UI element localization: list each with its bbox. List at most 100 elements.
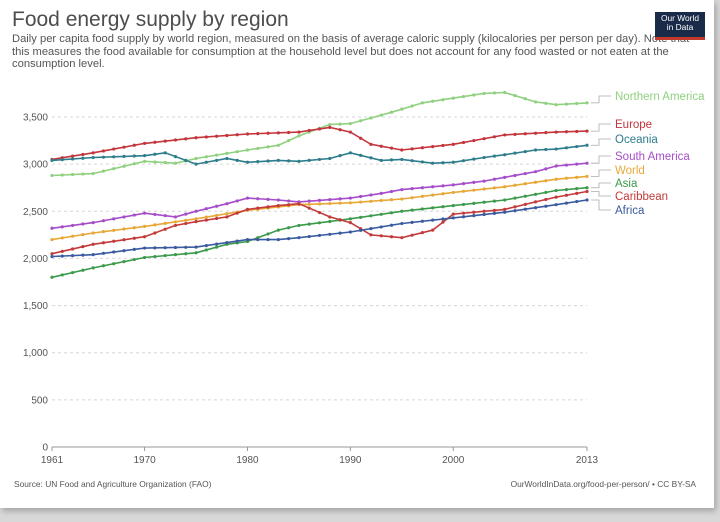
data-point-world — [338, 201, 342, 205]
data-point-asia — [410, 208, 414, 212]
data-point-northern-america — [472, 93, 476, 97]
data-point-africa — [348, 230, 352, 234]
data-point-europe — [81, 152, 85, 157]
y-tick-label: 3,000 — [23, 160, 48, 171]
data-point-africa — [173, 245, 178, 250]
data-point-caribbean — [204, 218, 208, 222]
data-point-south-america — [245, 196, 250, 200]
data-point-oceania — [338, 154, 342, 158]
data-point-africa — [112, 250, 116, 254]
data-point-oceania — [575, 144, 579, 149]
data-point-asia — [81, 268, 85, 272]
series-label-africa: Africa — [615, 205, 645, 217]
data-point-africa — [420, 219, 424, 223]
logo-line-1: Our World — [660, 13, 699, 23]
data-point-northern-america — [245, 148, 250, 152]
chart-subtitle: Daily per capita food supply by world re… — [12, 33, 690, 71]
data-point-caribbean — [461, 211, 466, 215]
data-point-europe — [132, 143, 136, 147]
data-point-europe — [297, 130, 301, 134]
data-point-europe — [266, 131, 270, 135]
data-point-south-america — [379, 191, 383, 195]
data-point-asia — [204, 248, 208, 252]
data-point-world — [369, 199, 373, 203]
data-point-africa — [359, 228, 363, 232]
data-point-northern-america — [256, 146, 260, 151]
data-point-asia — [307, 222, 311, 226]
data-point-northern-america — [70, 172, 75, 177]
x-tick-label: 2013 — [576, 455, 599, 466]
data-point-caribbean — [585, 189, 589, 194]
data-point-world — [523, 182, 527, 186]
data-point-south-america — [317, 198, 322, 202]
data-point-africa — [585, 198, 589, 202]
data-point-northern-america — [492, 91, 497, 95]
data-point-northern-america — [287, 138, 291, 143]
data-point-northern-america — [101, 169, 106, 173]
data-point-oceania — [564, 146, 569, 150]
data-point-caribbean — [369, 233, 373, 237]
license-link[interactable]: OurWorldInData.org/food-per-person/ • CC… — [510, 479, 696, 489]
data-point-africa — [369, 227, 373, 231]
data-point-northern-america — [400, 107, 404, 111]
data-point-northern-america — [420, 101, 424, 105]
y-tick-label: 500 — [31, 395, 48, 406]
data-point-northern-america — [91, 171, 95, 176]
data-point-caribbean — [533, 200, 538, 204]
data-point-oceania — [554, 147, 558, 151]
data-point-asia — [544, 190, 548, 195]
data-point-asia — [163, 254, 167, 258]
data-point-asia — [533, 192, 538, 196]
data-point-caribbean — [503, 207, 507, 211]
label-leader-south-america — [591, 155, 611, 164]
data-point-caribbean — [142, 235, 147, 239]
data-point-asia — [328, 219, 332, 224]
data-point-northern-america — [461, 94, 466, 99]
data-point-africa — [50, 254, 54, 259]
data-point-world — [544, 179, 548, 183]
data-point-northern-america — [297, 134, 301, 138]
data-point-asia — [70, 270, 75, 275]
data-point-world — [389, 198, 394, 202]
data-point-south-america — [215, 204, 219, 208]
data-point-asia — [575, 187, 579, 191]
data-point-asia — [153, 254, 157, 259]
data-point-oceania — [50, 158, 54, 162]
data-point-europe — [451, 142, 455, 146]
data-point-northern-america — [50, 173, 54, 178]
data-point-caribbean — [235, 211, 239, 215]
chart-title: Food energy supply by region — [12, 8, 289, 31]
data-point-oceania — [256, 160, 260, 164]
owid-logo[interactable]: Our World in Data — [655, 12, 705, 40]
data-point-caribbean — [225, 215, 229, 219]
data-point-northern-america — [503, 90, 507, 95]
data-point-asia — [194, 251, 198, 255]
data-point-world — [348, 201, 352, 205]
data-point-oceania — [112, 155, 116, 159]
data-point-oceania — [194, 162, 198, 166]
data-point-africa — [554, 203, 558, 207]
data-point-africa — [317, 233, 322, 238]
data-point-africa — [513, 209, 517, 213]
data-point-south-america — [348, 196, 352, 200]
data-point-oceania — [544, 147, 548, 152]
data-point-caribbean — [338, 218, 342, 222]
data-point-caribbean — [122, 238, 126, 242]
data-point-europe — [389, 146, 394, 150]
series-line-south-america — [51, 162, 588, 230]
data-point-caribbean — [564, 193, 569, 197]
label-leader-oceania — [591, 138, 611, 146]
data-point-northern-america — [81, 172, 85, 176]
data-point-northern-america — [142, 159, 147, 163]
data-point-south-america — [287, 199, 291, 203]
data-point-world — [81, 233, 85, 237]
data-point-europe — [276, 131, 280, 135]
data-point-south-america — [266, 197, 270, 201]
data-point-oceania — [153, 152, 157, 156]
data-point-asia — [276, 228, 280, 232]
data-point-south-america — [60, 225, 64, 229]
data-point-africa — [564, 201, 569, 205]
data-point-caribbean — [544, 197, 548, 202]
data-point-africa — [441, 217, 445, 221]
data-point-africa — [235, 239, 239, 243]
